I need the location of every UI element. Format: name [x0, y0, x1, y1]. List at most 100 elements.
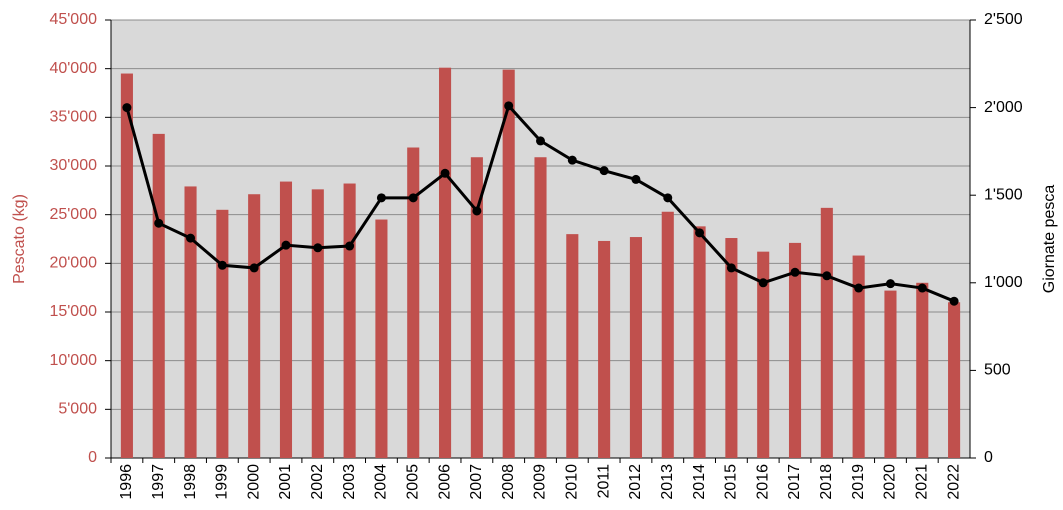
line-marker: [472, 206, 482, 216]
y-tick-label: 25'000: [49, 206, 97, 223]
line-marker: [186, 233, 196, 243]
x-tick-label: 2007: [468, 464, 485, 500]
x-tick-label: 2002: [309, 464, 326, 500]
line-marker: [154, 218, 164, 228]
bar: [948, 302, 961, 458]
y2-tick-label: 1'500: [984, 186, 1023, 203]
bar: [502, 69, 515, 458]
bar: [566, 234, 579, 458]
bar: [788, 242, 802, 458]
x-tick-label: 2020: [882, 464, 899, 500]
y-tick-label: 30'000: [49, 157, 97, 174]
line-marker: [917, 283, 927, 293]
x-tick-label: 2015: [723, 464, 740, 500]
bar: [629, 237, 642, 458]
bar: [598, 240, 611, 458]
line-marker: [408, 193, 418, 203]
bar: [120, 73, 133, 459]
x-tick-label: 2010: [564, 464, 581, 500]
line-marker: [599, 166, 609, 176]
y-tick-label: 15'000: [49, 303, 97, 320]
x-tick-label: 2017: [786, 464, 803, 500]
y-tick-label: 45'000: [49, 11, 97, 28]
x-tick-label: 1999: [214, 464, 231, 500]
x-tick-label: 2019: [850, 464, 867, 500]
bar: [311, 189, 324, 459]
line-marker: [822, 271, 832, 281]
y-tick-label: 20'000: [49, 255, 97, 272]
y2-axis-label: Giornate pesca: [1041, 185, 1058, 294]
y2-tick-label: 500: [984, 362, 1011, 379]
x-tick-label: 1998: [182, 464, 199, 500]
line-marker: [790, 267, 800, 277]
bar: [279, 181, 293, 458]
line-marker: [536, 136, 545, 146]
line-marker: [504, 101, 514, 111]
line-marker: [313, 243, 323, 253]
bar: [343, 183, 356, 458]
x-tick-label: 2003: [341, 464, 358, 500]
bar: [439, 67, 452, 459]
x-tick-label: 1997: [150, 464, 167, 500]
line-marker: [758, 278, 768, 288]
x-tick-label: 1996: [118, 464, 135, 500]
line-marker: [885, 279, 895, 289]
y-tick-label: 5'000: [58, 401, 97, 418]
x-tick-label: 2013: [659, 464, 676, 500]
bar: [884, 290, 897, 458]
bar: [152, 133, 165, 458]
bar: [470, 157, 483, 459]
y2-tick-label: 2'000: [984, 99, 1023, 116]
x-tick-label: 2009: [532, 464, 549, 500]
bar: [852, 255, 865, 458]
bar: [375, 219, 388, 458]
line-marker: [695, 228, 705, 238]
bar: [820, 207, 833, 458]
bar: [757, 251, 770, 458]
bar: [725, 238, 738, 458]
x-tick-label: 2006: [436, 464, 453, 500]
y-tick-label: 40'000: [49, 60, 97, 77]
line-marker: [567, 155, 577, 165]
bar: [184, 186, 197, 458]
y2-tick-label: 0: [984, 449, 993, 466]
x-tick-label: 2021: [913, 464, 930, 500]
line-marker: [376, 193, 386, 203]
x-tick-label: 2011: [595, 464, 612, 499]
line-marker: [949, 296, 959, 306]
line-marker: [631, 174, 641, 184]
x-tick-label: 2005: [404, 464, 421, 500]
x-tick-label: 2016: [754, 464, 771, 500]
x-tick-label: 2012: [627, 464, 644, 500]
y-tick-label: 10'000: [49, 352, 97, 369]
x-tick-label: 2001: [277, 464, 294, 500]
bar: [248, 194, 261, 458]
line-marker: [345, 241, 355, 251]
y-tick-label: 0: [88, 449, 97, 466]
bar: [916, 282, 929, 458]
bar: [534, 157, 547, 459]
line-marker: [663, 193, 673, 203]
line-marker: [726, 263, 736, 273]
y2-tick-label: 2'500: [984, 11, 1023, 28]
y-tick-label: 35'000: [49, 109, 97, 126]
x-tick-label: 2008: [500, 464, 517, 500]
y-axis-label: Pescato (kg): [11, 194, 28, 284]
line-marker: [854, 283, 864, 293]
x-tick-label: 2000: [245, 464, 262, 500]
bar: [661, 211, 674, 458]
line-marker: [122, 103, 132, 113]
x-tick-label: 2022: [945, 464, 962, 500]
line-marker: [217, 260, 227, 270]
bar: [693, 226, 706, 458]
line-marker: [249, 263, 259, 273]
x-tick-label: 2018: [818, 464, 835, 500]
line-marker: [281, 240, 291, 250]
x-tick-label: 2014: [691, 464, 708, 500]
y2-tick-label: 1'000: [984, 274, 1023, 291]
line-marker: [440, 168, 450, 178]
x-tick-label: 2004: [373, 464, 390, 500]
bar: [216, 209, 229, 458]
bar: [407, 147, 420, 459]
